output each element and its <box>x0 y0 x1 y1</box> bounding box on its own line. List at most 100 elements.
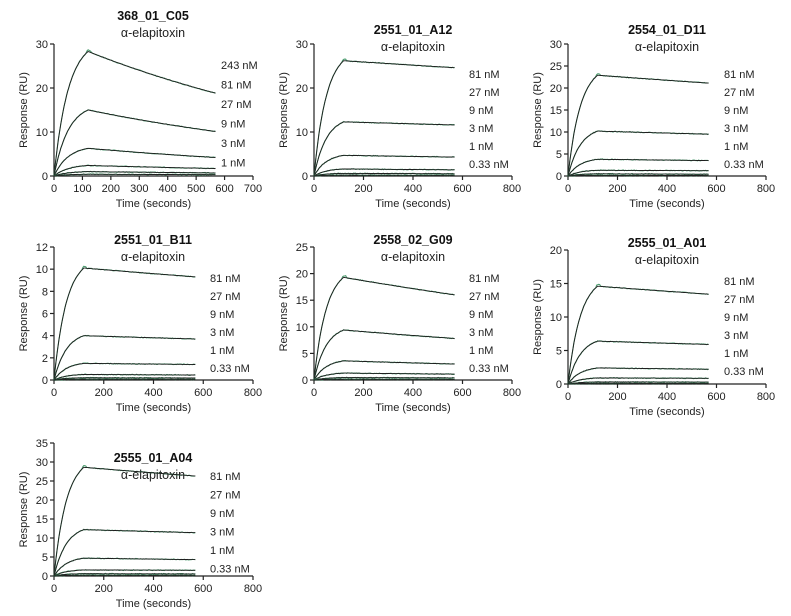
fit-curve-3nM <box>567 377 709 385</box>
data-curve-81nM <box>313 58 455 177</box>
chart-subtitle: α-elapitoxin <box>635 40 699 54</box>
concentration-label: 1 nM <box>469 141 493 153</box>
y-tick-label: 5 <box>302 348 308 360</box>
y-axis-label: Response (RU) <box>532 72 544 148</box>
y-axis-label: Response (RU) <box>532 279 544 355</box>
x-tick-label: 600 <box>194 583 212 595</box>
fit-curve-9nM <box>567 158 709 177</box>
y-axis-label: Response (RU) <box>278 276 290 352</box>
x-tick-label: 300 <box>130 183 148 195</box>
x-tick-label: 400 <box>658 391 676 403</box>
y-tick-label: 30 <box>550 39 562 51</box>
x-tick-label: 400 <box>144 387 162 399</box>
y-tick-label: 0 <box>42 571 48 583</box>
concentration-label: 3 nM <box>724 330 748 342</box>
fit-curve-9nM <box>53 362 196 381</box>
concentration-label: 0.33 nM <box>210 564 250 576</box>
chart-subtitle: α-elapitoxin <box>635 253 699 267</box>
x-tick-label: 600 <box>453 387 471 399</box>
y-tick-label: 5 <box>42 552 48 564</box>
chart-title: 2554_01_D11 <box>628 23 706 37</box>
concentration-label: 0.33 nM <box>469 363 509 375</box>
x-tick-label: 200 <box>354 183 372 195</box>
fit-curve-033nM <box>567 174 709 177</box>
concentration-label: 81 nM <box>724 276 755 288</box>
concentration-label: 81 nM <box>221 80 252 92</box>
x-tick-label: 800 <box>503 183 521 195</box>
fit-curve-81nM <box>53 466 196 577</box>
fit-curve-9nM <box>53 164 216 177</box>
chart-panel-2: 2551_01_A12 α-elapitoxin 0 10 20 30 0 200 400 600… <box>278 23 521 210</box>
concentration-label: 0.33 nM <box>724 366 764 378</box>
fit-curve-27nM <box>53 529 196 577</box>
fit-curve-27nM <box>53 147 216 177</box>
concentration-label: 27 nM <box>210 291 241 303</box>
x-tick-label: 800 <box>757 183 775 195</box>
concentration-label: 27 nM <box>469 291 500 303</box>
chart-panel-3: 2554_01_D11 α-elapitoxin 0 5 10 15 20 25 30 0 200 4… <box>532 23 775 210</box>
fit-curve-81nM <box>567 285 709 385</box>
x-tick-label: 600 <box>194 387 212 399</box>
y-tick-label: 30 <box>296 39 308 51</box>
x-tick-label: 0 <box>311 387 317 399</box>
fit-curve-9nM <box>313 154 455 177</box>
y-tick-label: 4 <box>42 331 48 343</box>
fit-curve-3nM <box>53 374 196 381</box>
data-curve-81nM <box>53 109 216 176</box>
concentration-label: 27 nM <box>210 490 241 502</box>
y-tick-label: 20 <box>296 83 308 95</box>
fit-curve-033nM <box>567 382 709 385</box>
x-tick-label: 800 <box>244 583 262 595</box>
y-tick-label: 25 <box>296 242 308 254</box>
fit-curve-243nM <box>53 50 216 177</box>
x-axis-label: Time (seconds) <box>375 402 450 414</box>
y-tick-label: 20 <box>36 495 48 507</box>
x-tick-label: 0 <box>51 387 57 399</box>
x-tick-label: 600 <box>707 391 725 403</box>
y-tick-label: 6 <box>42 309 48 321</box>
fit-curve-81nM <box>313 60 455 177</box>
x-tick-label: 800 <box>503 387 521 399</box>
y-tick-label: 20 <box>36 83 48 95</box>
x-tick-label: 200 <box>608 391 626 403</box>
chart-title: 2551_01_A12 <box>374 23 453 37</box>
concentration-label: 0.33 nM <box>469 159 509 171</box>
fit-curve-27nM <box>567 130 709 177</box>
y-tick-label: 15 <box>36 514 48 526</box>
fit-curve-3nM <box>313 372 455 381</box>
x-tick-label: 0 <box>565 183 571 195</box>
concentration-label: 9 nM <box>724 105 748 117</box>
x-tick-label: 0 <box>311 183 317 195</box>
concentration-label: 27 nM <box>724 87 755 99</box>
concentration-label: 3 nM <box>221 138 245 150</box>
concentration-label: 9 nM <box>469 309 493 321</box>
x-tick-label: 800 <box>757 391 775 403</box>
concentration-label: 3 nM <box>469 327 493 339</box>
fit-curve-81nM <box>53 267 196 381</box>
y-tick-label: 10 <box>296 127 308 139</box>
fit-curve-1nM <box>567 381 709 385</box>
y-tick-label: 10 <box>36 533 48 545</box>
concentration-label: 81 nM <box>210 471 241 483</box>
y-tick-label: 15 <box>550 279 562 291</box>
y-tick-label: 0 <box>302 171 308 183</box>
data-curve-9nM <box>567 158 709 177</box>
fit-curve-1nM <box>53 377 196 381</box>
concentration-label: 3 nM <box>724 123 748 135</box>
concentration-label: 9 nM <box>469 105 493 117</box>
concentration-label: 3 nM <box>210 327 234 339</box>
y-axis-label: Response (RU) <box>278 72 290 148</box>
concentration-label: 1 nM <box>724 141 748 153</box>
concentration-label: 3 nM <box>210 527 234 539</box>
x-tick-label: 200 <box>102 183 120 195</box>
x-tick-label: 100 <box>73 183 91 195</box>
chart-title: 368_01_C05 <box>117 9 189 23</box>
data-curve-27nM <box>313 120 455 177</box>
fit-curve-033nM <box>53 378 196 381</box>
x-axis-label: Time (seconds) <box>629 406 704 418</box>
x-tick-label: 800 <box>244 387 262 399</box>
y-axis-label: Response (RU) <box>18 472 30 548</box>
